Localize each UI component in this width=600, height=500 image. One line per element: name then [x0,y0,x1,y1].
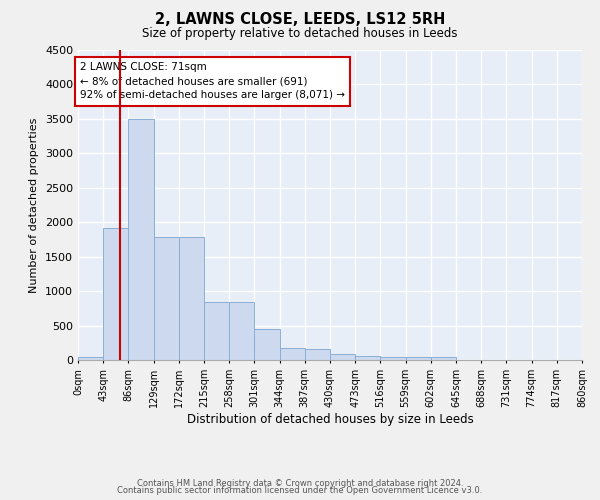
Bar [280,348,305,360]
Bar [355,356,380,360]
Bar [305,348,330,360]
Bar [204,302,229,360]
X-axis label: Distribution of detached houses by size in Leeds: Distribution of detached houses by size … [187,412,473,426]
Bar [330,354,355,360]
Text: Contains public sector information licensed under the Open Government Licence v3: Contains public sector information licen… [118,486,482,495]
Bar [254,329,280,360]
Text: 2, LAWNS CLOSE, LEEDS, LS12 5RH: 2, LAWNS CLOSE, LEEDS, LS12 5RH [155,12,445,28]
Bar [380,356,406,360]
Y-axis label: Number of detached properties: Number of detached properties [29,118,40,292]
Bar [229,302,254,360]
Bar [128,119,154,360]
Text: 2 LAWNS CLOSE: 71sqm
← 8% of detached houses are smaller (691)
92% of semi-detac: 2 LAWNS CLOSE: 71sqm ← 8% of detached ho… [80,62,345,100]
Bar [179,238,204,360]
Bar [103,228,128,360]
Bar [406,356,431,360]
Bar [78,356,103,360]
Bar [431,357,456,360]
Text: Size of property relative to detached houses in Leeds: Size of property relative to detached ho… [142,28,458,40]
Bar [154,238,179,360]
Text: Contains HM Land Registry data © Crown copyright and database right 2024.: Contains HM Land Registry data © Crown c… [137,478,463,488]
